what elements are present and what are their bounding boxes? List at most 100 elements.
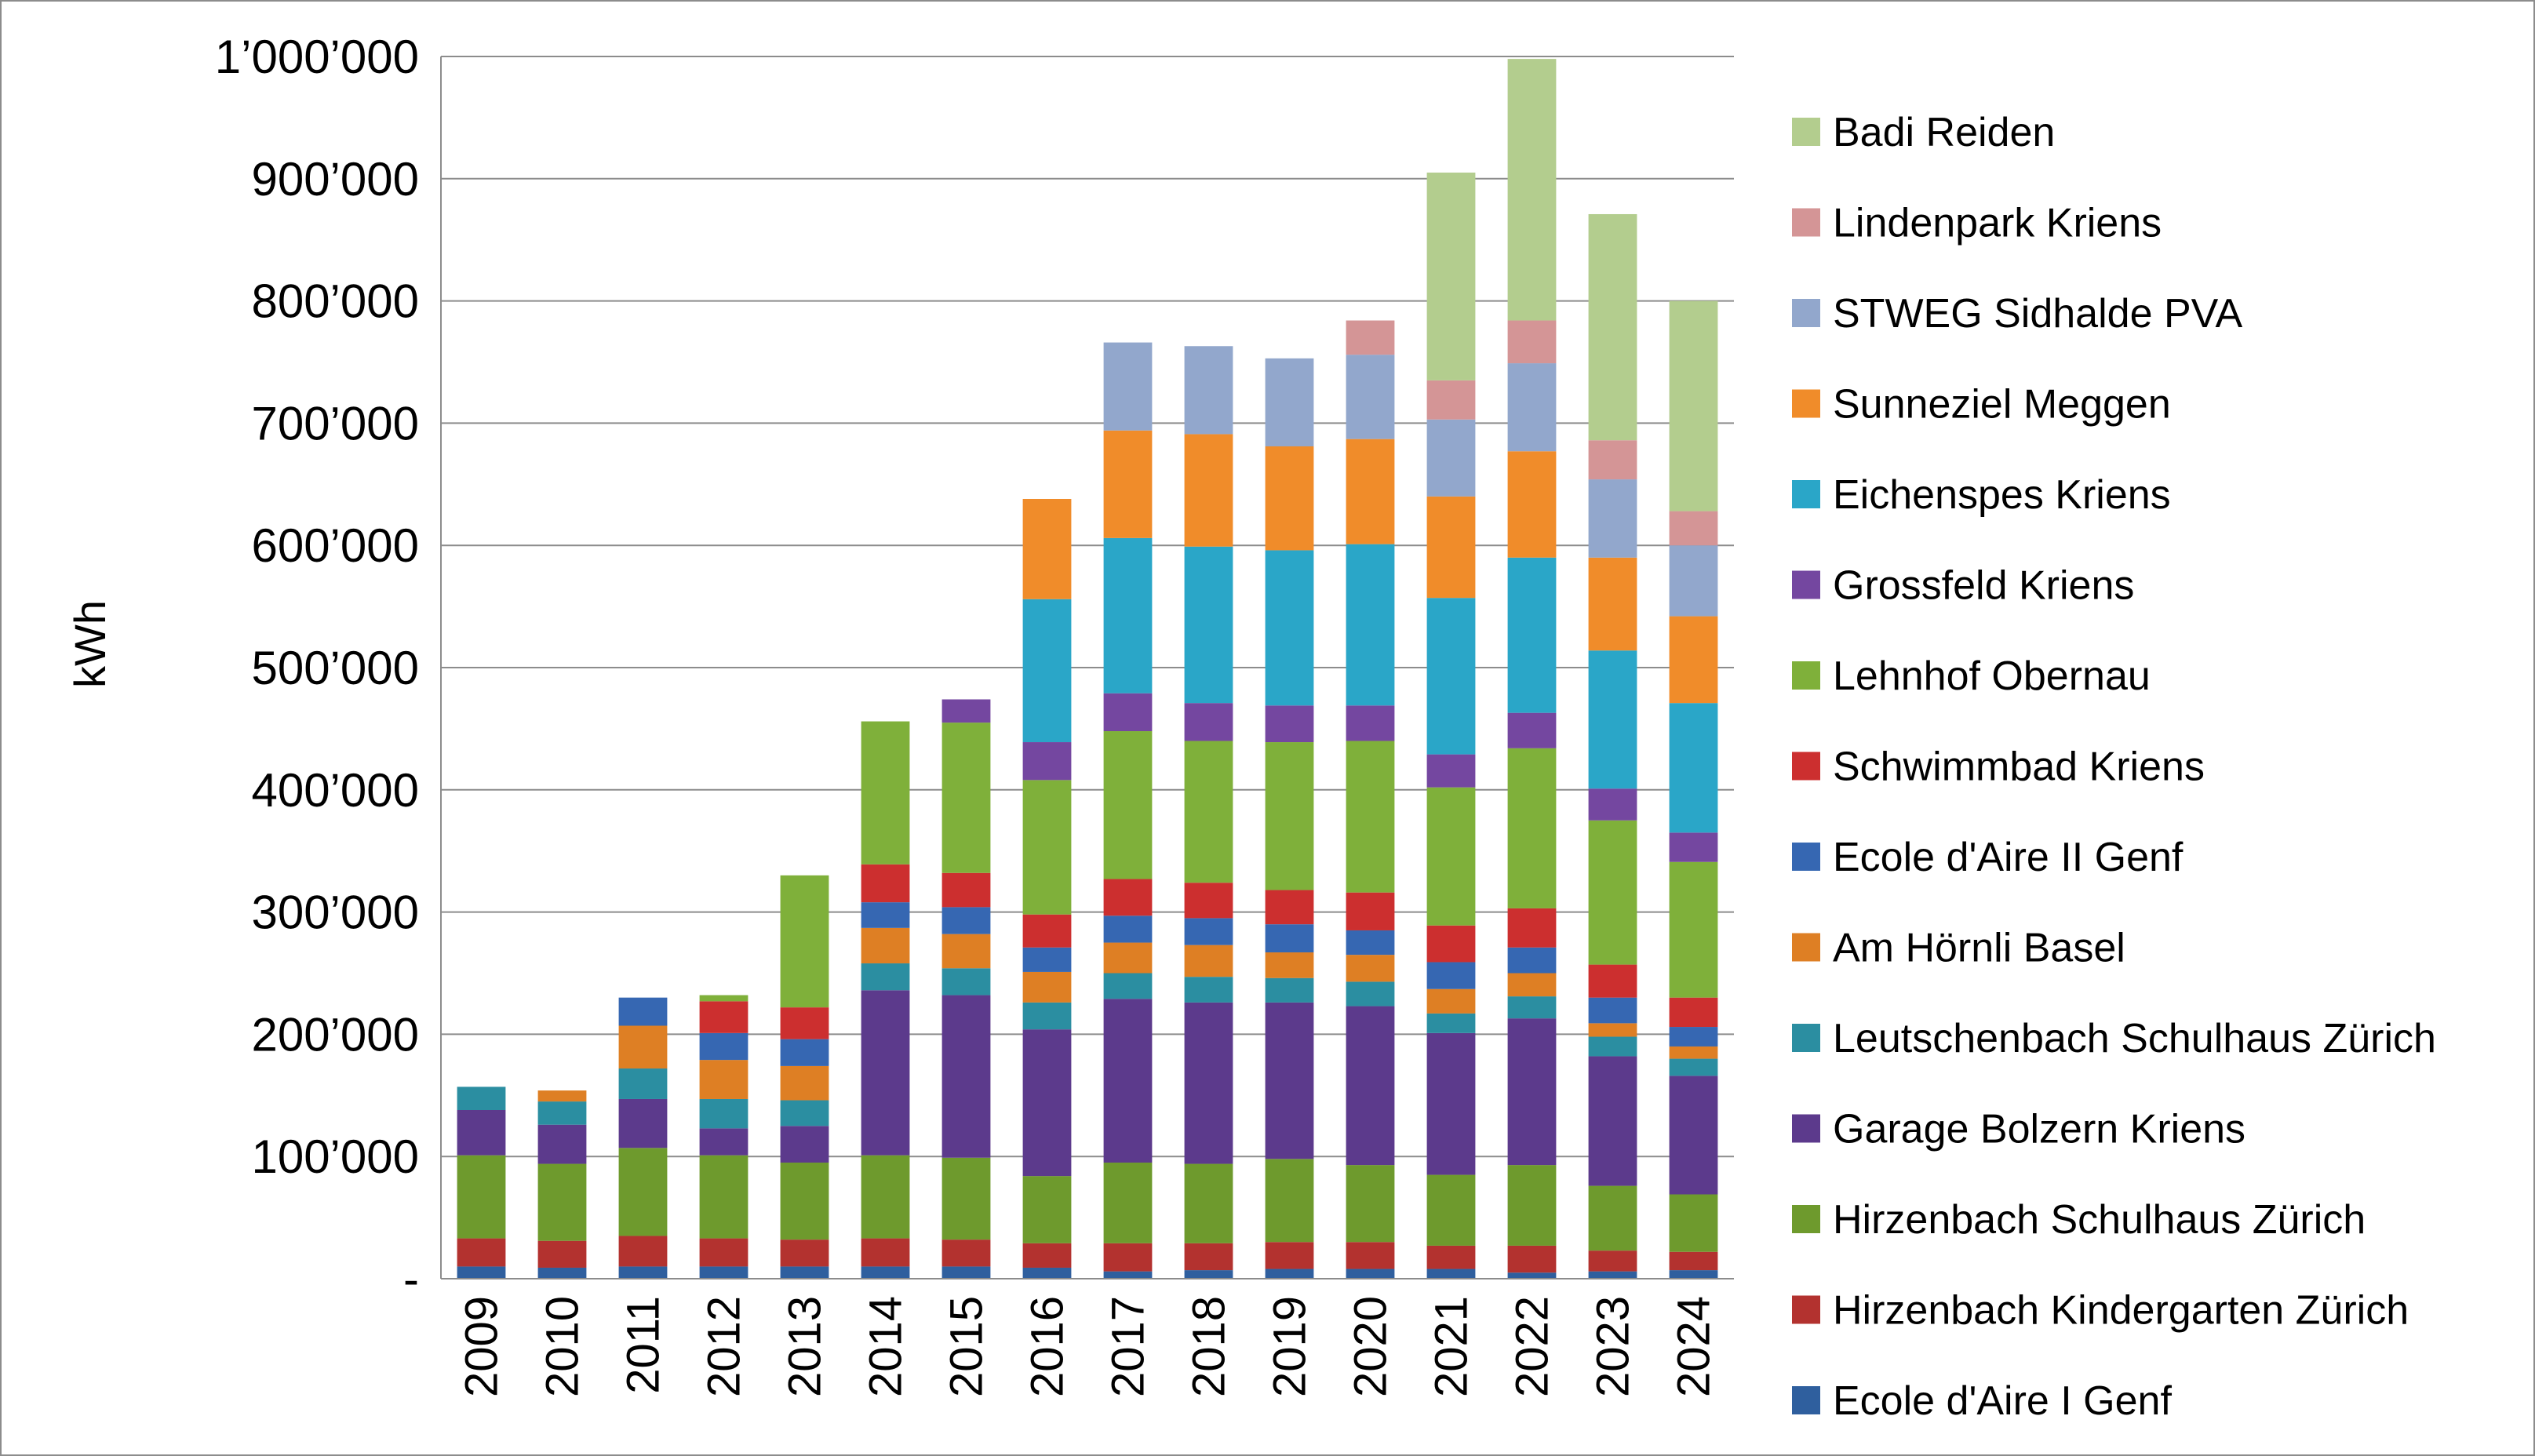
bar-segment	[1507, 59, 1557, 321]
bar-stack-2023	[1588, 213, 1637, 1279]
bar-segment	[457, 1155, 506, 1239]
bar-segment	[1507, 451, 1557, 558]
bar-segment	[780, 1266, 829, 1279]
bar-segment	[1103, 1271, 1153, 1279]
x-tick-label: 2019	[1265, 1296, 1316, 1397]
legend-label: Schwimmbad Kriens	[1833, 744, 2205, 790]
bar-segment	[1507, 748, 1557, 908]
x-tick-label: 2012	[699, 1296, 750, 1397]
bar-segment	[1346, 320, 1395, 355]
bar-segment	[537, 1101, 587, 1125]
bar-segment	[1588, 997, 1637, 1024]
bar-segment	[1346, 705, 1395, 741]
bar-segment	[861, 1155, 910, 1239]
bar-segment	[537, 1240, 587, 1268]
x-tick-label: 2009	[457, 1296, 508, 1397]
x-tick-label: 2010	[537, 1296, 588, 1397]
bar-stack-2012	[699, 995, 748, 1279]
bar-stack-2009	[457, 1087, 506, 1279]
x-tick-label: 2018	[1184, 1296, 1235, 1397]
bar-segment	[861, 1266, 910, 1279]
bar-segment	[861, 902, 910, 928]
bar-segment	[780, 1239, 829, 1267]
bar-segment	[1103, 342, 1153, 431]
legend-label: Ecole d'Aire II Genf	[1833, 835, 2184, 880]
bar-segment	[942, 934, 991, 969]
bar-segment	[1346, 355, 1395, 439]
bar-segment	[1346, 1242, 1395, 1269]
bar-segment	[457, 1238, 506, 1267]
bar-segment	[1669, 300, 1718, 511]
bar-segment	[1184, 1002, 1233, 1164]
bar-segment	[1426, 925, 1476, 963]
bar-segment	[942, 723, 991, 873]
bar-segment	[1426, 173, 1476, 380]
legend-label: Badi Reiden	[1833, 110, 2055, 155]
bar-segment	[1588, 1250, 1637, 1272]
legend-label: STWEG Sidhalde PVA	[1833, 291, 2242, 337]
bar-segment	[1184, 977, 1233, 1003]
legend-swatch	[1792, 1295, 1820, 1324]
bar-segment	[1669, 861, 1718, 998]
bar-segment	[1669, 616, 1718, 704]
bar-segment	[1507, 363, 1557, 452]
bar-segment	[1426, 1245, 1476, 1269]
legend-swatch	[1792, 933, 1820, 962]
bar-segment	[1103, 973, 1153, 999]
bar-segment	[1265, 1269, 1314, 1279]
bar-segment	[1588, 213, 1637, 441]
bar-segment	[1265, 1159, 1314, 1243]
bar-segment	[861, 963, 910, 991]
bar-segment	[618, 1025, 668, 1069]
legend-swatch	[1792, 208, 1820, 237]
bar-segment	[1426, 1269, 1476, 1279]
axes	[440, 56, 1734, 1279]
legend-label: Grossfeld Kriens	[1833, 563, 2134, 609]
bar-stack-2015	[942, 699, 991, 1279]
bar-segment	[1426, 962, 1476, 989]
bar-segment	[780, 1065, 829, 1101]
x-tick-label: 2013	[780, 1296, 831, 1397]
legend-label: Lindenpark Kriens	[1833, 201, 2162, 246]
bar-segment	[618, 1266, 668, 1279]
bar-segment	[780, 1100, 829, 1127]
bar-segment	[1346, 439, 1395, 544]
bar-stack-2021	[1426, 173, 1476, 1279]
bar-segment	[1265, 705, 1314, 743]
x-tick-labels: 2009 2010 2011 2012 2013 2014 2015 2016 2017 2018…	[457, 1296, 1720, 1397]
bar-segment	[618, 1098, 668, 1148]
bar-segment	[618, 997, 668, 1026]
bar-segment	[1184, 945, 1233, 977]
bar-segment	[699, 995, 748, 1002]
bar-segment	[1588, 440, 1637, 480]
bar-segment	[1103, 693, 1153, 732]
bar-segment	[1184, 546, 1233, 704]
bar-segment	[861, 864, 910, 903]
legend-label: Eichenspes Kriens	[1833, 472, 2171, 518]
bar-segment	[1426, 380, 1476, 420]
y-tick-label: 500’000	[251, 642, 419, 694]
bar-segment	[1669, 1076, 1718, 1195]
bar-segment	[1022, 914, 1072, 948]
bar-segment	[1265, 742, 1314, 890]
bar-segment	[942, 968, 991, 996]
legend-swatch	[1792, 1024, 1820, 1052]
bar-segment	[780, 1162, 829, 1240]
bar-segment	[1265, 890, 1314, 925]
bar-segment	[1426, 419, 1476, 497]
bar-segment	[1103, 915, 1153, 943]
bar-segment	[1669, 832, 1718, 862]
bar-segment	[1184, 1163, 1233, 1243]
bar-segment	[699, 1032, 748, 1061]
bar-segment	[699, 1001, 748, 1033]
x-tick-label: 2016	[1022, 1296, 1073, 1397]
y-tick-label: 100’000	[251, 1130, 419, 1183]
bar-segment	[1022, 1176, 1072, 1243]
x-tick-label: 2017	[1103, 1296, 1154, 1397]
bar-segment	[861, 990, 910, 1156]
bar-segment	[1184, 918, 1233, 945]
x-tick-label: 2024	[1669, 1296, 1720, 1397]
bar-segment	[1588, 964, 1637, 998]
bar-segment	[1669, 1194, 1718, 1252]
